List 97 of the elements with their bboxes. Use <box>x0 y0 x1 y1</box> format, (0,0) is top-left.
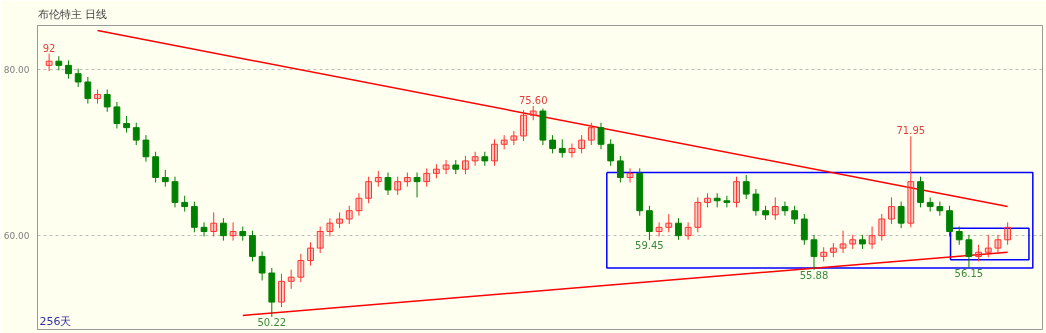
annotation: 71.95 <box>896 125 926 137</box>
candlestick <box>510 130 518 146</box>
candlestick <box>74 68 82 88</box>
y-tick-label: 60.00 <box>3 231 30 242</box>
candlestick <box>394 176 402 196</box>
candlestick <box>113 101 121 129</box>
candlestick <box>297 253 305 283</box>
candlestick <box>45 53 53 72</box>
candlestick <box>888 196 895 225</box>
candlestick <box>491 138 498 167</box>
candlestick <box>800 213 808 246</box>
candlestick <box>646 205 653 241</box>
candlestick <box>684 221 692 241</box>
candlestick <box>742 174 750 200</box>
candlestick <box>965 234 973 269</box>
candlestick <box>946 205 953 237</box>
candlestick <box>171 176 179 208</box>
candlestick <box>655 221 663 237</box>
candlestick <box>374 170 382 188</box>
candlestick <box>219 217 227 242</box>
candlestick <box>694 196 702 233</box>
candlestick <box>829 242 837 258</box>
candlestick <box>607 138 615 167</box>
candlestick <box>365 176 373 204</box>
candlestick <box>190 201 198 233</box>
candlestick <box>771 196 779 221</box>
candlestick <box>413 172 421 198</box>
candlestick <box>529 105 537 121</box>
candlestick <box>278 273 285 308</box>
candlestick <box>210 211 218 237</box>
chart-title: 布伦特主 日线 <box>37 7 107 21</box>
annotation: 75.60 <box>518 95 548 107</box>
candlestick <box>936 201 944 217</box>
candlestick <box>752 188 760 217</box>
annotation: 56.15 <box>954 267 984 279</box>
candlestick <box>433 163 440 179</box>
candlestick <box>520 109 527 142</box>
y-tick-label: 80.00 <box>3 65 30 76</box>
candlestick <box>355 192 363 217</box>
candlestick <box>975 244 982 262</box>
candlestick <box>94 88 101 105</box>
candlestick <box>152 151 160 183</box>
candlestick <box>675 217 682 241</box>
candlestick <box>549 134 556 154</box>
candlestick <box>200 221 208 237</box>
candlestick <box>1004 221 1012 246</box>
candlestick <box>132 122 140 146</box>
candlestick <box>984 234 992 258</box>
annotation: 59.45 <box>635 240 664 252</box>
annotation: 55.88 <box>799 269 829 281</box>
candlestick <box>142 134 150 163</box>
candlestick <box>568 142 576 159</box>
candlestick <box>868 226 876 250</box>
candlestick <box>907 135 915 228</box>
candlestick <box>616 155 624 183</box>
candlestick <box>626 167 634 183</box>
candlestick <box>897 201 905 229</box>
candlestick <box>471 151 479 167</box>
candlestick <box>839 230 847 254</box>
candlestick <box>442 159 450 175</box>
candlestick <box>258 250 266 281</box>
candlestick <box>587 122 595 146</box>
candlestick <box>597 122 605 150</box>
candlestick <box>733 176 740 208</box>
candlestick <box>84 76 92 105</box>
candlestick <box>917 176 924 208</box>
candlestick <box>820 246 828 262</box>
candlestick <box>849 234 857 250</box>
candlestick <box>810 234 818 271</box>
candlestick <box>345 205 353 225</box>
candlestick <box>287 269 295 290</box>
candlestick <box>500 134 508 150</box>
candlestick <box>704 192 711 208</box>
candlestick <box>791 205 799 225</box>
candlestick <box>65 59 72 80</box>
candlestick <box>723 195 731 208</box>
candlestick <box>307 241 314 267</box>
annotation: 92 <box>42 42 56 54</box>
candlestick <box>578 134 586 154</box>
candlestick <box>326 217 334 237</box>
candlestick <box>403 172 411 188</box>
annotation: 50.22 <box>257 316 287 328</box>
candlestick <box>878 213 886 242</box>
candlestick <box>336 211 343 229</box>
candlestick <box>249 230 256 262</box>
candlestick <box>229 221 237 242</box>
candlestick <box>384 172 392 196</box>
candlestick <box>462 155 469 175</box>
candlestick <box>423 167 431 188</box>
candlestick <box>781 201 789 217</box>
candlestick <box>665 213 673 233</box>
candlestick <box>955 226 963 246</box>
candlestick <box>103 88 111 113</box>
annotation: 256天 <box>39 314 72 328</box>
candlestick <box>994 234 1002 254</box>
candlestick <box>558 138 566 159</box>
candlestick <box>316 226 324 254</box>
